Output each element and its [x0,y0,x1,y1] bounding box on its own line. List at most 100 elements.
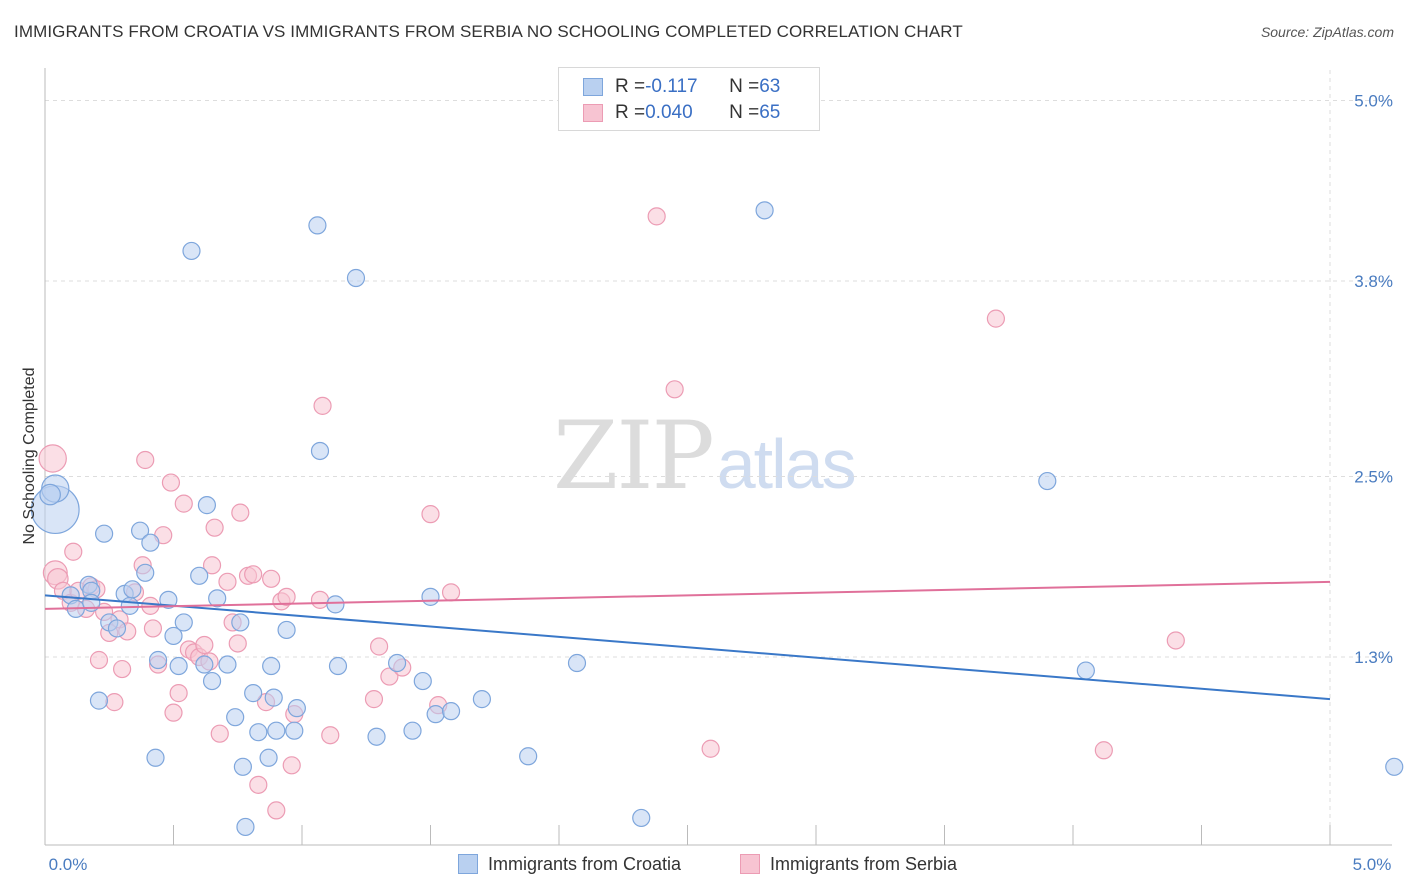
chart-title: IMMIGRANTS FROM CROATIA VS IMMIGRANTS FR… [14,22,963,41]
croatia-point [472,690,491,709]
croatia-point [148,650,168,670]
croatia-point [39,483,61,506]
serbia-point [169,684,188,703]
serbia-point [310,590,330,609]
croatia-point [107,619,127,638]
croatia-point [136,563,155,582]
y-tick-label: 5.0% [1354,92,1393,111]
croatia-point [285,721,304,740]
serbia-point [249,775,268,794]
croatia-point [197,496,217,515]
serbia-point [164,703,183,722]
serbia-point [205,518,224,537]
bottom-legend-serbia: Immigrants from Serbia [740,852,957,876]
croatia-point [267,721,286,740]
croatia-point [367,727,386,746]
serbia-point [380,667,399,686]
serbia-n-label: N = [729,102,760,123]
croatia-point [1385,757,1404,776]
croatia-point [264,688,283,707]
serbia-point [202,556,222,575]
croatia-point [190,566,209,585]
croatia-point [308,216,327,235]
croatia-point [326,595,345,614]
croatia-point [226,708,245,727]
serbia-r-label: R = [615,102,646,123]
serbia-point [231,503,250,522]
croatia-point [231,613,250,632]
bottom-legend-croatia: Immigrants from Croatia [458,852,681,876]
serbia-point [986,309,1006,328]
croatia-swatch [583,78,603,96]
trend-lines [44,580,1331,701]
croatia-point [413,671,432,691]
croatia-point [120,596,139,615]
croatia-point [233,757,252,776]
serbia-point [1094,741,1113,760]
y-tick-label: 2.5% [1354,468,1393,487]
serbia-point [313,396,332,415]
croatia-point [287,699,306,718]
serbia-point [277,587,296,606]
croatia-point [262,656,281,676]
croatia-n-value: 63 [759,76,781,97]
y-tick-label: 1.3% [1354,648,1393,667]
legend-row-croatia: R = -0.117 N = 63 [583,75,780,99]
croatia-point [249,723,268,742]
croatia-point [146,748,165,767]
croatia-trend-line [44,594,1331,701]
croatia-point [169,656,188,676]
series-croatia-points [30,201,1404,837]
watermark-zip: ZIP [553,402,715,511]
croatia-point [130,521,150,540]
serbia-point [64,542,83,561]
serbia-point [665,380,684,399]
serbia-n-value: 65 [759,102,781,123]
serbia-point [370,637,389,656]
croatia-point [567,653,587,673]
serbia-point [210,724,229,743]
croatia-point [1076,661,1095,680]
croatia-point [95,524,114,543]
serbia-point [701,739,720,758]
serbia-point [441,583,461,602]
serbia-point [282,756,301,775]
croatia-r-value: -0.117 [645,76,698,97]
croatia-point [426,705,445,724]
serbia-point [267,801,286,820]
croatia-point [236,817,255,837]
croatia-point [387,653,407,673]
serbia-point [136,450,155,470]
croatia-r-label: R = [615,76,646,97]
series-serbia-points [38,207,1185,820]
croatia-point [421,587,440,606]
grid-lines [45,70,1392,845]
y-tick-label: 3.8% [1354,272,1393,291]
croatia-point [328,656,348,676]
serbia-point [647,207,666,226]
croatia-point [346,268,366,288]
croatia-point [182,241,201,261]
serbia-trend-line [44,580,1331,610]
serbia-point [421,505,440,524]
serbia-point [38,444,67,473]
serbia-point [161,473,181,492]
croatia-point [259,748,278,767]
croatia-point [202,671,222,691]
serbia-point [89,650,109,670]
croatia-point [519,747,538,766]
serbia-point [195,635,214,655]
source-label: Source: ZipAtlas.com [1260,24,1394,40]
y-axis-title: No Schooling Completed [21,368,38,545]
croatia-point [208,589,227,608]
croatia-point [403,721,422,740]
croatia-point [277,620,296,640]
serbia-point [112,659,132,679]
serbia-point [364,690,384,709]
croatia-point [195,655,214,674]
serbia-point [262,569,281,588]
croatia-point [755,201,774,220]
bottom-serbia-label: Immigrants from Serbia [770,853,958,874]
croatia-point [1038,471,1057,491]
serbia-point [105,693,124,712]
